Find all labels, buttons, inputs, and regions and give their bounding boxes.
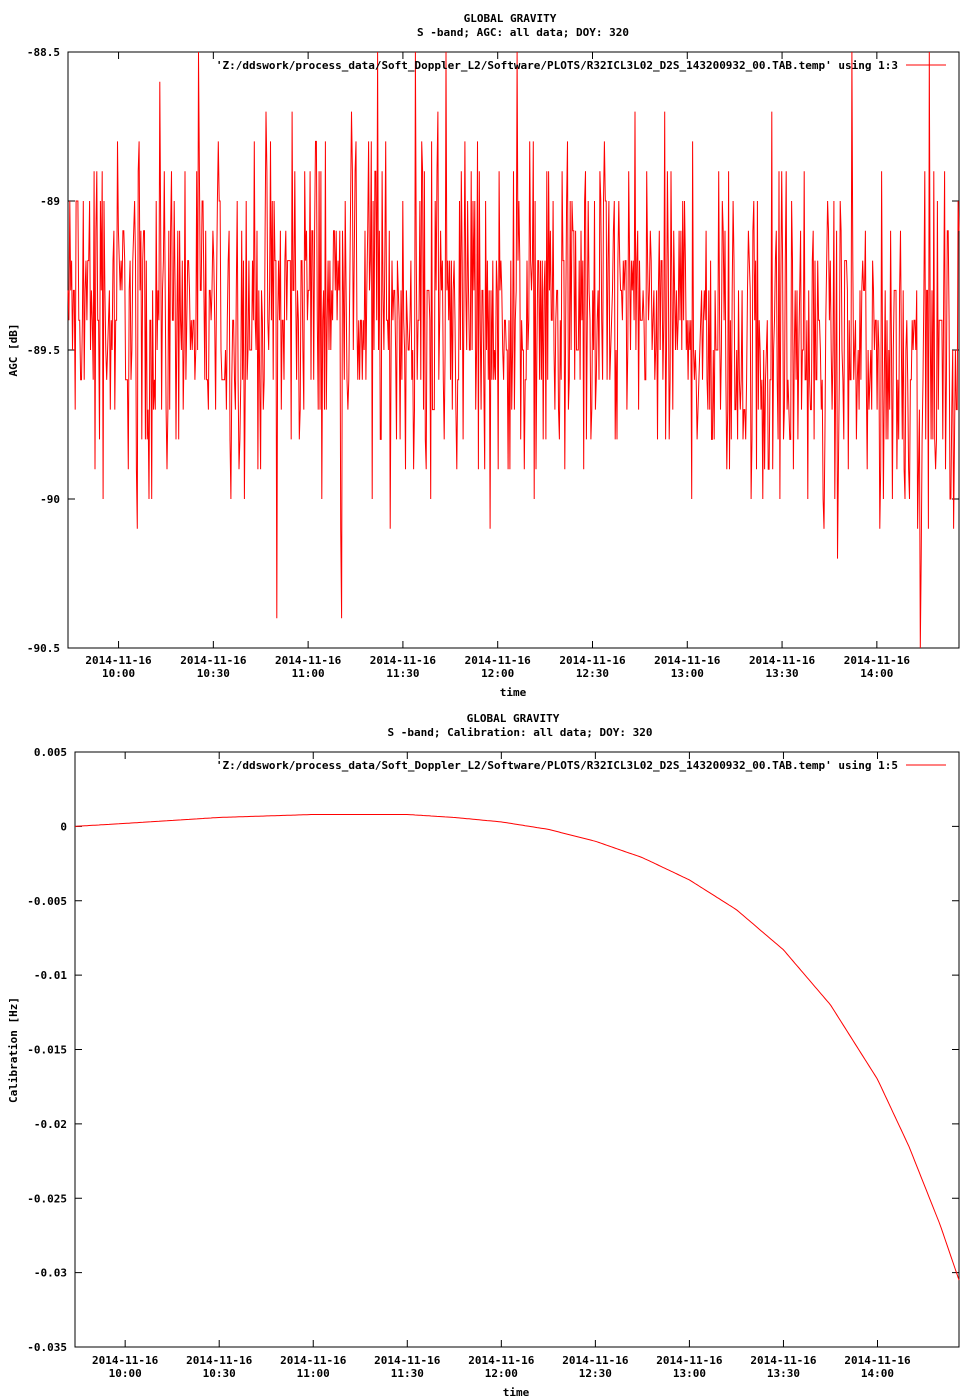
x-tick-time: 11:00	[297, 1367, 330, 1380]
y-tick-label: -89.5	[27, 344, 60, 357]
chart2-plot-frame	[74, 751, 960, 1348]
x-tick-time: 10:30	[197, 667, 230, 680]
data-series-line	[74, 814, 960, 1281]
x-tick-time: 10:00	[109, 1367, 142, 1380]
y-tick-label: -90	[40, 493, 60, 506]
x-tick-date: 2014-11-16	[186, 1354, 253, 1367]
x-tick-time: 13:30	[766, 667, 799, 680]
chart1-y-axis: -88.5 -89 -89.5 -90 -90.5	[27, 46, 959, 655]
chart2-x-axis: 2014-11-1610:002014-11-1610:302014-11-16…	[92, 752, 911, 1380]
x-tick-date: 2014-11-16	[749, 654, 816, 667]
x-tick-date: 2014-11-16	[374, 1354, 441, 1367]
y-tick-label: -0.02	[34, 1118, 67, 1131]
chart2-y-label: Calibration [Hz]	[7, 997, 20, 1103]
y-tick-label: 0	[60, 820, 67, 833]
x-tick-time: 13:00	[671, 667, 704, 680]
x-tick-time: 11:30	[386, 667, 419, 680]
x-tick-time: 12:30	[579, 1367, 612, 1380]
y-tick-label: -0.005	[27, 895, 67, 908]
x-tick-date: 2014-11-16	[750, 1354, 817, 1367]
chart1-x-label: time	[500, 686, 527, 699]
chart1-series	[67, 51, 960, 649]
x-tick-time: 12:00	[485, 1367, 518, 1380]
x-tick-time: 14:00	[861, 1367, 894, 1380]
x-tick-time: 12:30	[576, 667, 609, 680]
x-tick-date: 2014-11-16	[468, 1354, 535, 1367]
x-tick-date: 2014-11-16	[180, 654, 247, 667]
x-tick-date: 2014-11-16	[844, 654, 911, 667]
x-tick-time: 13:00	[673, 1367, 706, 1380]
x-tick-date: 2014-11-16	[85, 654, 152, 667]
x-tick-date: 2014-11-16	[465, 654, 532, 667]
x-tick-time: 10:30	[203, 1367, 236, 1380]
calibration-chart: GLOBAL GRAVITY S -band; Calibration: all…	[7, 712, 960, 1399]
x-tick-date: 2014-11-16	[92, 1354, 159, 1367]
chart2-title: GLOBAL GRAVITY	[467, 712, 560, 725]
y-tick-label: -89	[40, 195, 60, 208]
y-tick-label: -0.035	[27, 1341, 67, 1354]
chart2-subtitle: S -band; Calibration: all data; DOY: 320	[388, 726, 653, 739]
x-tick-date: 2014-11-16	[280, 1354, 347, 1367]
chart1-y-label: AGC [dB]	[7, 324, 20, 377]
x-tick-date: 2014-11-16	[559, 654, 626, 667]
x-tick-date: 2014-11-16	[654, 654, 721, 667]
x-tick-time: 13:30	[767, 1367, 800, 1380]
chart1-title: GLOBAL GRAVITY	[464, 12, 557, 25]
y-tick-label: -0.015	[27, 1044, 67, 1057]
x-tick-date: 2014-11-16	[844, 1354, 911, 1367]
data-series-line	[67, 51, 960, 649]
x-tick-time: 11:00	[292, 667, 325, 680]
x-tick-date: 2014-11-16	[370, 654, 437, 667]
chart1-x-axis: 2014-11-1610:002014-11-1610:302014-11-16…	[85, 52, 910, 680]
y-tick-label: -0.03	[34, 1267, 67, 1280]
chart2-series	[74, 814, 960, 1281]
x-tick-date: 2014-11-16	[656, 1354, 723, 1367]
x-tick-date: 2014-11-16	[275, 654, 342, 667]
x-tick-date: 2014-11-16	[562, 1354, 629, 1367]
y-tick-label: -88.5	[27, 46, 60, 59]
chart1-subtitle: S -band; AGC: all data; DOY: 320	[417, 26, 629, 39]
chart2-y-axis: 0.005 0 -0.005 -0.01 -0.015 -0.02 -0.025 -0.03 -…	[27, 746, 959, 1354]
chart2-legend-label: 'Z:/ddswork/process_data/Soft_Doppler_L2…	[216, 759, 898, 772]
chart1-legend-label: 'Z:/ddswork/process_data/Soft_Doppler_L2…	[216, 59, 898, 72]
y-tick-label: -0.025	[27, 1192, 67, 1205]
x-tick-time: 12:00	[481, 667, 514, 680]
y-tick-label: -0.01	[34, 969, 67, 982]
chart2-x-label: time	[503, 1386, 530, 1399]
agc-chart: GLOBAL GRAVITY S -band; AGC: all data; D…	[7, 12, 960, 699]
x-tick-time: 10:00	[102, 667, 135, 680]
y-tick-label: -90.5	[27, 642, 60, 655]
x-tick-time: 11:30	[391, 1367, 424, 1380]
y-tick-label: 0.005	[34, 746, 67, 759]
x-tick-time: 14:00	[860, 667, 893, 680]
